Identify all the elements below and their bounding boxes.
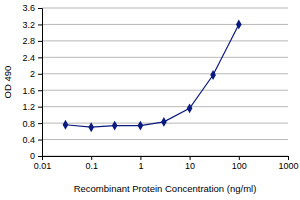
y-tick: 1.6 [22,86,42,96]
y-tick-label: 0.8 [22,118,35,128]
x-tick: 0.1 [85,156,98,171]
y-tick-label: 1.2 [22,102,35,112]
x-tick-label: 100 [232,161,247,171]
y-tick-label: 3.6 [22,3,35,13]
y-tick-label: 1.6 [22,86,35,96]
y-tick-mark [38,140,42,141]
y-axis-title: OD 490 [2,66,13,99]
y-tick: 2 [30,69,42,79]
y-tick: 0 [30,151,42,161]
y-tick-label: 2 [30,69,35,79]
x-tick-label: 1000 [278,161,298,171]
y-tick-label: 0.4 [22,135,35,145]
y-tick-mark [38,24,42,25]
y-tick-label: 2.4 [22,53,35,63]
chart: 0.01 0.1 1 10 100 1000 0 0.4 0.8 1.2 1.6 2 2.4 2.8 3.2… [0,0,300,200]
x-tick: 10 [185,156,195,171]
grid [42,8,288,156]
point [63,120,69,130]
grid-line [42,139,288,140]
grid-line [42,8,288,9]
y-tick-mark [38,74,42,75]
x-tick-mark [91,156,92,160]
x-tick: 100 [232,156,247,171]
grid-line [42,40,288,41]
y-tick: 2.4 [22,53,42,63]
x-tick-label: 0.1 [85,161,98,171]
x-tick-mark [288,156,289,160]
grid-line [42,106,288,107]
x-tick: 1000 [278,156,298,171]
y-tick-mark [38,156,42,157]
x-tick: 1 [138,156,143,171]
y-tick: 1.2 [22,102,42,112]
x-axis: 0.01 0.1 1 10 100 1000 [34,156,299,171]
x-axis-line [43,157,289,161]
x-tick-mark [239,156,240,160]
grid-line [42,90,288,91]
point [210,70,216,80]
x-tick-label: 1 [138,161,143,171]
x-tick-label: 10 [185,161,195,171]
y-axis-line [38,9,43,157]
y-axis: 0 0.4 0.8 1.2 1.6 2 2.4 2.8 3.2 3.6 [22,3,42,161]
x-tick: 0.01 [34,156,52,171]
grid-line [42,57,288,58]
x-tick-label: 0.01 [34,161,52,171]
y-tick-mark [38,90,42,91]
x-axis-title: Recombinant Protein Concentration (ng/ml… [74,183,257,194]
plot: 0.01 0.1 1 10 100 1000 0 0.4 0.8 1.2 1.6 2 2.4 2.8 3.2… [22,3,298,171]
y-tick-label: 0 [30,151,35,161]
y-tick-mark [38,8,42,9]
y-tick: 0.8 [22,118,42,128]
y-tick-mark [38,107,42,108]
y-tick-label: 3.2 [22,20,35,30]
y-tick-mark [38,123,42,124]
x-tick-mark [190,156,191,160]
grid-line [42,73,288,74]
y-tick-mark [38,41,42,42]
series [63,20,242,133]
y-tick-label: 2.8 [22,36,35,46]
line [65,24,238,127]
y-tick: 2.8 [22,36,42,46]
y-tick-mark [38,57,42,58]
y-tick: 3.6 [22,3,42,13]
x-tick-mark [140,156,141,160]
point [88,122,94,132]
y-tick: 0.4 [22,135,42,145]
point [161,117,167,127]
grid-line [42,24,288,25]
point [138,121,144,131]
point [236,20,242,30]
y-tick: 3.2 [22,20,42,30]
point [187,103,193,113]
point [112,121,118,131]
